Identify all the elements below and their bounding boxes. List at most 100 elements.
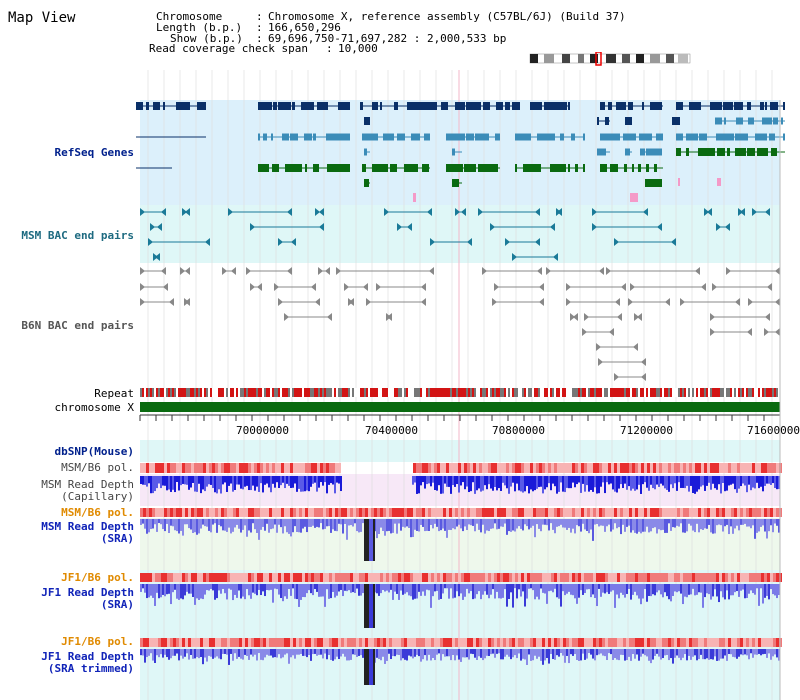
polymorphism-mark (563, 638, 566, 647)
depth-bar (338, 584, 340, 592)
depth-bar (684, 649, 686, 655)
capillary-depth-bar (324, 476, 326, 483)
depth-bar (564, 649, 566, 663)
polymorphism-mark (680, 638, 683, 647)
repeat-mark (240, 388, 242, 397)
polymorphism-mark (674, 573, 677, 582)
repeat-mark (662, 388, 664, 397)
polymorphism-mark (536, 573, 539, 582)
capillary-depth-bar (498, 476, 500, 489)
axis-tick-label: 70400000 (365, 424, 418, 437)
polymorphism-mark (602, 573, 605, 582)
depth-bar (230, 519, 232, 534)
polymorphism-mark (158, 638, 161, 647)
depth-bar (334, 519, 336, 531)
depth-bar (324, 519, 326, 529)
gene-exon (724, 117, 726, 125)
capillary-depth-bar (232, 476, 234, 492)
depth-bar (192, 519, 194, 534)
capillary-depth-bar (730, 476, 732, 485)
gene-exon (710, 102, 722, 110)
depth-bar (566, 649, 568, 656)
repeat-mark (316, 388, 318, 397)
polymorphism-mark (230, 638, 233, 647)
track-label-refseq[interactable]: RefSeq Genes (54, 146, 134, 159)
gene-exon (605, 117, 609, 125)
repeat-mark (182, 388, 184, 397)
repeat-mark (300, 388, 302, 397)
depth-bar (420, 584, 422, 596)
coverage-sep: : (326, 42, 333, 55)
depth-bar (262, 584, 264, 592)
track-label-dbsnp[interactable]: dbSNP(Mouse) (54, 445, 134, 458)
depth-bar (746, 584, 748, 599)
capillary-depth-bar (486, 476, 488, 490)
chromosome-ideogram[interactable] (528, 52, 698, 66)
polymorphism-mark (545, 638, 548, 647)
depth-bar (510, 649, 512, 660)
depth-bar (568, 584, 570, 592)
repeat-mark (532, 388, 534, 397)
polymorphism-mark (569, 638, 572, 647)
depth-bar (738, 584, 740, 597)
depth-bar (292, 649, 294, 656)
capillary-depth-bar (214, 476, 216, 493)
polymorphism-mark (473, 638, 476, 647)
capillary-depth-bar (502, 476, 504, 483)
polymorphism-mark (407, 638, 410, 647)
depth-bar (438, 584, 440, 600)
depth-bar (330, 584, 332, 599)
depth-bar (758, 584, 760, 606)
gene-exon (372, 102, 378, 110)
depth-bar (352, 584, 354, 593)
depth-bar (570, 584, 572, 595)
polymorphism-mark (272, 508, 275, 517)
polymorphism-mark (620, 463, 623, 473)
chromosome-value: Chromosome X, reference assembly (C57BL/… (268, 10, 626, 23)
polymorphism-mark (713, 463, 716, 473)
polymorphism-mark (491, 463, 494, 473)
depth-bar (318, 584, 320, 597)
polymorphism-mark (185, 508, 188, 517)
depth-bar (556, 649, 558, 656)
polymorphism-mark (644, 638, 647, 647)
polymorphism-mark (560, 573, 563, 582)
capillary-depth-bar (582, 476, 584, 484)
bac-end (311, 283, 316, 291)
repeat-mark (730, 388, 732, 397)
depth-bar (568, 519, 570, 528)
bac-end (680, 298, 685, 306)
depth-bar (674, 519, 676, 528)
polymorphism-mark (212, 573, 215, 582)
polymorphism-mark (272, 463, 275, 473)
gene-exon (659, 102, 662, 110)
depth-bar (506, 649, 508, 655)
capillary-depth-bar (262, 476, 264, 493)
bac-end (566, 283, 571, 291)
polymorphism-mark (200, 573, 203, 582)
polymorphism-mark (488, 638, 491, 647)
polymorphism-mark (521, 463, 524, 473)
repeat-mark (706, 388, 708, 397)
track-label-b6n-bac[interactable]: B6N BAC end pairs (21, 319, 134, 332)
repeat-mark (760, 388, 762, 397)
depth-bar (620, 649, 622, 655)
bac-end (327, 313, 332, 321)
repeat-mark (156, 388, 158, 397)
depth-bar (468, 649, 470, 660)
capillary-depth-bar (612, 476, 614, 490)
depth-bar (172, 649, 174, 656)
polymorphism-mark (344, 508, 347, 517)
polymorphism-mark (590, 573, 593, 582)
polymorphism-mark (587, 573, 590, 582)
depth-bar (254, 519, 256, 530)
track-label-msm-bac[interactable]: MSM BAC end pairs (21, 229, 134, 242)
depth-bar (282, 649, 284, 658)
polymorphism-mark (650, 573, 653, 582)
gene-exon (176, 102, 185, 110)
depth-bar (180, 519, 182, 531)
polymorphism-mark (653, 573, 656, 582)
repeat-mark (290, 388, 292, 397)
depth-bar (326, 519, 328, 527)
